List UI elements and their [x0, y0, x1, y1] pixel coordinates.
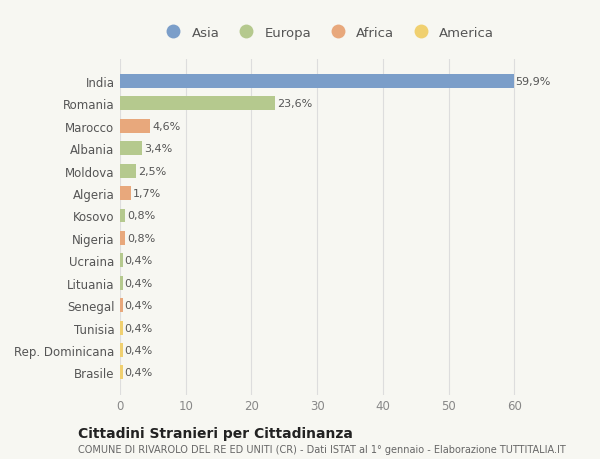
Legend: Asia, Europa, Africa, America: Asia, Europa, Africa, America — [156, 22, 498, 44]
Text: 0,8%: 0,8% — [127, 211, 155, 221]
Bar — [120, 276, 122, 290]
Text: 3,4%: 3,4% — [145, 144, 173, 154]
Bar — [120, 97, 275, 111]
Bar — [120, 231, 125, 245]
Bar — [120, 321, 122, 335]
Text: 23,6%: 23,6% — [277, 99, 313, 109]
Text: 0,4%: 0,4% — [125, 323, 153, 333]
Bar — [120, 187, 131, 201]
Bar — [120, 142, 142, 156]
Text: 0,8%: 0,8% — [127, 233, 155, 243]
Bar — [120, 366, 122, 380]
Bar — [120, 298, 122, 313]
Bar — [120, 209, 125, 223]
Bar — [120, 120, 150, 134]
Text: 0,4%: 0,4% — [125, 368, 153, 378]
Text: COMUNE DI RIVAROLO DEL RE ED UNITI (CR) - Dati ISTAT al 1° gennaio - Elaborazion: COMUNE DI RIVAROLO DEL RE ED UNITI (CR) … — [78, 444, 566, 454]
Text: 59,9%: 59,9% — [515, 77, 551, 87]
Text: 0,4%: 0,4% — [125, 278, 153, 288]
Text: 4,6%: 4,6% — [152, 122, 181, 132]
Text: 0,4%: 0,4% — [125, 256, 153, 266]
Bar — [120, 254, 122, 268]
Text: 1,7%: 1,7% — [133, 189, 161, 199]
Bar — [120, 164, 136, 178]
Text: 0,4%: 0,4% — [125, 345, 153, 355]
Bar — [120, 343, 122, 357]
Text: Cittadini Stranieri per Cittadinanza: Cittadini Stranieri per Cittadinanza — [78, 426, 353, 440]
Text: 2,5%: 2,5% — [139, 166, 167, 176]
Bar — [120, 75, 514, 89]
Text: 0,4%: 0,4% — [125, 301, 153, 310]
